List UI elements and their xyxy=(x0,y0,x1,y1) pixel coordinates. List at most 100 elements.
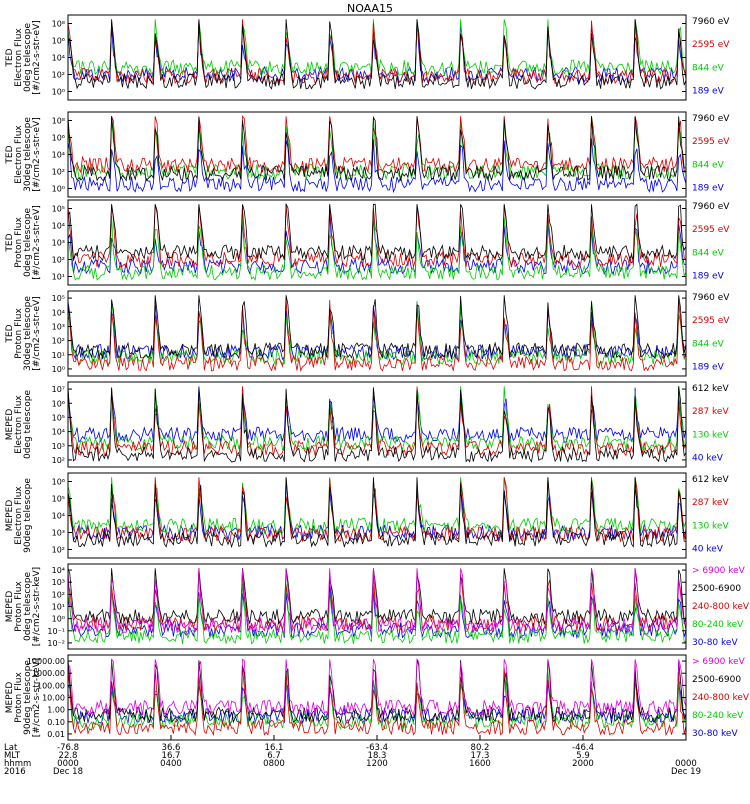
y-tick-label: 10⁶ xyxy=(52,37,65,46)
y-tick-label: 10¹ xyxy=(52,273,65,282)
y-tick-label: 10⁰ xyxy=(52,185,65,194)
legend-entry: 80-240 keV xyxy=(692,620,744,630)
y-tick-label: 10³ xyxy=(52,322,65,331)
legend-entry: > 6900 keV xyxy=(692,657,746,667)
y-tick-label: 10⁰ xyxy=(52,88,65,97)
y-tick-label: 10² xyxy=(52,337,65,346)
legend-entry: 844 eV xyxy=(692,248,725,258)
series-trace-4 xyxy=(67,386,687,443)
x-tick-label: -46.4 xyxy=(572,743,594,753)
y-axis-label-line: 90deg telescope xyxy=(23,660,33,735)
series-trace-3 xyxy=(67,212,687,281)
legend-entry: 240-800 keV xyxy=(692,693,750,703)
series-trace-1 xyxy=(67,115,687,182)
legend-entry: 130 keV xyxy=(692,430,729,440)
panel-4: 10⁰ 10¹ 10² 10³ 10⁴ 10⁵ TED Proton Flux 30deg te… xyxy=(5,290,730,377)
y-axis-label-line: [#/cm2-s-str-eV] xyxy=(32,20,42,95)
x-tick-label: 16.7 xyxy=(162,751,181,761)
y-tick-label: 10¹ xyxy=(52,351,65,360)
panel-1: 10⁰ 10² 10⁴ 10⁶ 10⁸ TED Electron Flux 0deg tele… xyxy=(5,14,730,101)
x-tick-label: 80.2 xyxy=(471,743,490,753)
series-trace-2 xyxy=(67,115,687,174)
x-tick-label: 0800 xyxy=(263,759,285,769)
y-tick-label: 10⁵ xyxy=(52,413,65,422)
legend-entry: 30-80 keV xyxy=(692,638,738,648)
y-tick-label: 10⁵ xyxy=(52,495,65,504)
y-axis-label-line: Electron Flux xyxy=(14,486,24,545)
x-tick-label: 1600 xyxy=(469,759,491,769)
y-axis-label-line: Proton Flux xyxy=(14,581,24,632)
y-tick-label: 10⁷ xyxy=(52,385,65,394)
y-tick-label: 10⁴ xyxy=(52,428,65,437)
legend-entry: 30-80 keV xyxy=(692,729,738,739)
y-tick-label: 10⁴ xyxy=(52,151,65,160)
y-axis-label-line: [#/cm2-s-str-eV] xyxy=(32,296,42,371)
y-axis-label-line: [#/cm2-s-str-eV] xyxy=(32,205,42,280)
y-axis-label-line: Proton Flux xyxy=(14,217,24,268)
x-tick-label: 36.6 xyxy=(162,743,181,753)
y-axis-label-line: Proton Flux xyxy=(14,308,24,359)
series-trace-1 xyxy=(67,658,687,717)
y-tick-label: 0.10 xyxy=(47,718,65,727)
x-tick-label: 18.3 xyxy=(368,751,387,761)
y-tick-label: 10⁶ xyxy=(52,134,65,143)
y-tick-label: 10⁴ xyxy=(52,54,65,63)
legend-entry: 844 eV xyxy=(692,160,725,170)
series-trace-2 xyxy=(67,568,687,626)
y-tick-label: 10⁵ xyxy=(52,294,65,303)
panel-6: 10² 10³ 10⁴ 10⁵ 10⁶ MEPED Electron Flux 90deg t… xyxy=(5,472,729,559)
y-tick-label: 10.00 xyxy=(42,694,65,703)
x-tick-label: Dec 18 xyxy=(53,767,83,777)
x-tick-label: 0000 xyxy=(57,759,79,769)
y-tick-label: 10⁴ xyxy=(52,222,65,231)
y-axis-label-line: 30deg telescope xyxy=(23,296,33,371)
legend-entry: 189 eV xyxy=(692,87,725,97)
y-tick-label: 10⁴ xyxy=(52,566,65,575)
x-tick-label: 1200 xyxy=(366,759,388,769)
y-axis-label-line: [#/cm2-s-str-eV] xyxy=(32,117,42,192)
y-tick-label: 10² xyxy=(52,590,65,599)
y-axis-label-line: MEPED xyxy=(5,500,15,532)
x-tick-label: 6.7 xyxy=(267,751,281,761)
legend-entry: 844 eV xyxy=(692,339,725,349)
y-tick-label: 10⁴ xyxy=(52,308,65,317)
series-trace-1 xyxy=(67,295,687,360)
legend-entry: 240-800 keV xyxy=(692,602,750,612)
y-axis-label-line: 0deg telescope xyxy=(23,390,33,460)
legend-entry: 612 keV xyxy=(692,384,729,394)
x-tick-label: 16.1 xyxy=(265,743,284,753)
y-axis-label-line: Proton Flux xyxy=(14,672,24,723)
series-trace-2 xyxy=(67,659,687,724)
y-tick-label: 10³ xyxy=(52,442,65,451)
legend-entry: 2595 eV xyxy=(692,225,730,235)
legend-entry: 287 keV xyxy=(692,498,729,508)
series-trace-1 xyxy=(67,19,687,90)
y-tick-label: 10⁻¹ xyxy=(47,627,65,636)
x-tick-label: 0400 xyxy=(160,759,182,769)
panel-frame xyxy=(67,290,687,377)
series-trace-4 xyxy=(67,138,687,194)
y-tick-label: 10² xyxy=(52,71,65,80)
legend-entry: 287 keV xyxy=(692,407,729,417)
x-tick-label: 0000 xyxy=(675,759,697,769)
x-axis-row-label: Lat xyxy=(4,743,18,753)
y-axis-label-line: TED xyxy=(5,145,15,164)
legend-entry: 189 eV xyxy=(692,184,725,194)
y-axis-label-line: TED xyxy=(5,324,15,343)
y-axis-label-line: Electron Flux xyxy=(14,395,24,454)
x-tick-label: -63.4 xyxy=(366,743,388,753)
y-tick-label: 10⁸ xyxy=(52,117,65,126)
y-tick-label: 100.00 xyxy=(37,681,65,690)
series-trace-2 xyxy=(67,298,687,373)
legend-entry: 612 keV xyxy=(692,475,729,485)
x-tick-label: Dec 19 xyxy=(671,767,701,777)
x-tick-label: 22.8 xyxy=(59,751,78,761)
legend-entry: 844 eV xyxy=(692,63,725,73)
panel-7: 10⁻² 10⁻¹ 10⁰ 10¹ 10² 10³ 10⁴ MEPED Proton Flux 0… xyxy=(5,563,750,650)
y-tick-label: 10³ xyxy=(52,578,65,587)
y-tick-label: 10² xyxy=(52,168,65,177)
x-tick-label: 17.3 xyxy=(471,751,490,761)
y-tick-label: 10¹ xyxy=(52,603,65,612)
